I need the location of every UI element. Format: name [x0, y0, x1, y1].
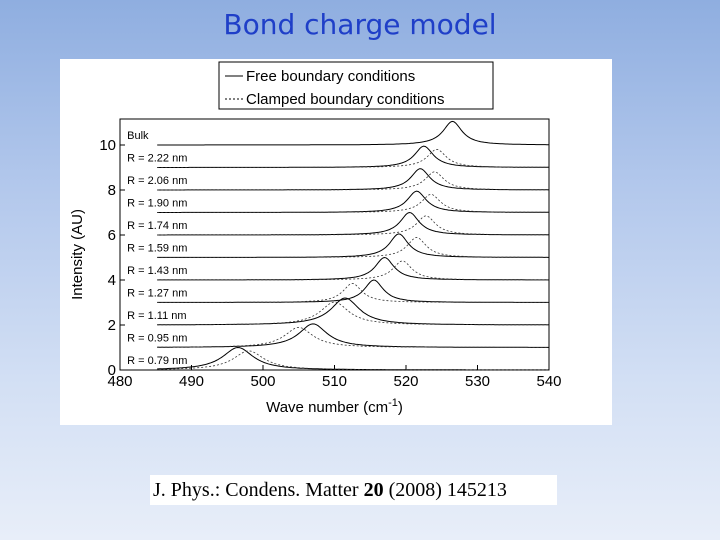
spectrum-free	[157, 233, 549, 258]
curve-label: R = 1.11 nm	[127, 310, 186, 322]
legend-label: Clamped boundary conditions	[246, 91, 444, 108]
spectrum-clamped	[157, 148, 549, 168]
curve-label: R = 2.22 nm	[127, 153, 187, 165]
spectrum-clamped	[157, 193, 549, 213]
spectrum-clamped	[157, 350, 549, 371]
legend-label: Free boundary conditions	[246, 68, 415, 85]
spectrum-clamped	[157, 171, 549, 191]
x-tick-label: 480	[107, 373, 132, 390]
spectrum-free	[157, 168, 549, 191]
x-axis-title-close: )	[398, 399, 403, 416]
y-tick-label: 0	[108, 362, 116, 379]
x-tick-label: 500	[250, 373, 275, 390]
figure-panel: 480 490 500 510 520 530 540 0 2 4 6 8 10 Wave number …	[60, 59, 612, 425]
spectrum-clamped	[157, 282, 549, 303]
curve-label: R = 1.27 nm	[127, 288, 187, 300]
y-tick-label: 2	[108, 317, 116, 334]
y-tick-label: 6	[108, 227, 116, 244]
spectrum-free	[157, 190, 549, 213]
legend-box	[218, 61, 494, 110]
citation-volume: 20	[363, 479, 384, 501]
raman-spectra-chart: 480 490 500 510 520 530 540 0 2 4 6 8 10 Wave number …	[69, 61, 562, 416]
x-tick-label: 520	[393, 373, 418, 390]
spectrum-clamped	[157, 215, 549, 236]
spectrum-free	[157, 120, 549, 146]
spectrum-free	[157, 145, 549, 168]
x-axis-title: Wave number (cm-1)	[266, 397, 403, 416]
curve-label: Bulk	[127, 130, 149, 142]
citation: J. Phys.: Condens. Matter 20 (2008) 1452…	[150, 475, 557, 505]
slide-title: Bond charge model	[223, 8, 497, 41]
curve-label: R = 1.90 nm	[127, 198, 187, 210]
x-axis-title-superscript: -1	[388, 397, 398, 409]
x-tick-label: 490	[179, 373, 204, 390]
spectrum-free	[157, 211, 549, 236]
spectrum-free	[157, 346, 549, 371]
spectrum-clamped	[157, 326, 549, 348]
x-tick-label: 540	[536, 373, 561, 390]
spectrum-clamped	[157, 301, 549, 326]
curve-label: R = 1.59 nm	[127, 243, 187, 255]
curve-label: R = 0.79 nm	[127, 355, 187, 367]
curve-label: R = 1.43 nm	[127, 265, 187, 277]
citation-rest: (2008) 145213	[383, 479, 507, 501]
spectrum-clamped	[157, 236, 549, 258]
curve-label: R = 0.95 nm	[127, 333, 187, 345]
spectrum-free	[157, 256, 549, 281]
y-tick-label: 4	[108, 272, 116, 289]
curve-label: R = 1.74 nm	[127, 220, 187, 232]
y-tick-label: 10	[99, 137, 116, 154]
citation-journal: J. Phys.: Condens. Matter	[153, 479, 364, 501]
spectrum-clamped	[157, 260, 549, 281]
x-tick-label: 530	[465, 373, 490, 390]
x-tick-label: 510	[322, 373, 347, 390]
curve-label: R = 2.06 nm	[127, 175, 187, 187]
y-tick-label: 8	[108, 182, 116, 199]
y-axis-title: Intensity (AU)	[69, 209, 86, 300]
spectrum-free	[157, 323, 549, 348]
